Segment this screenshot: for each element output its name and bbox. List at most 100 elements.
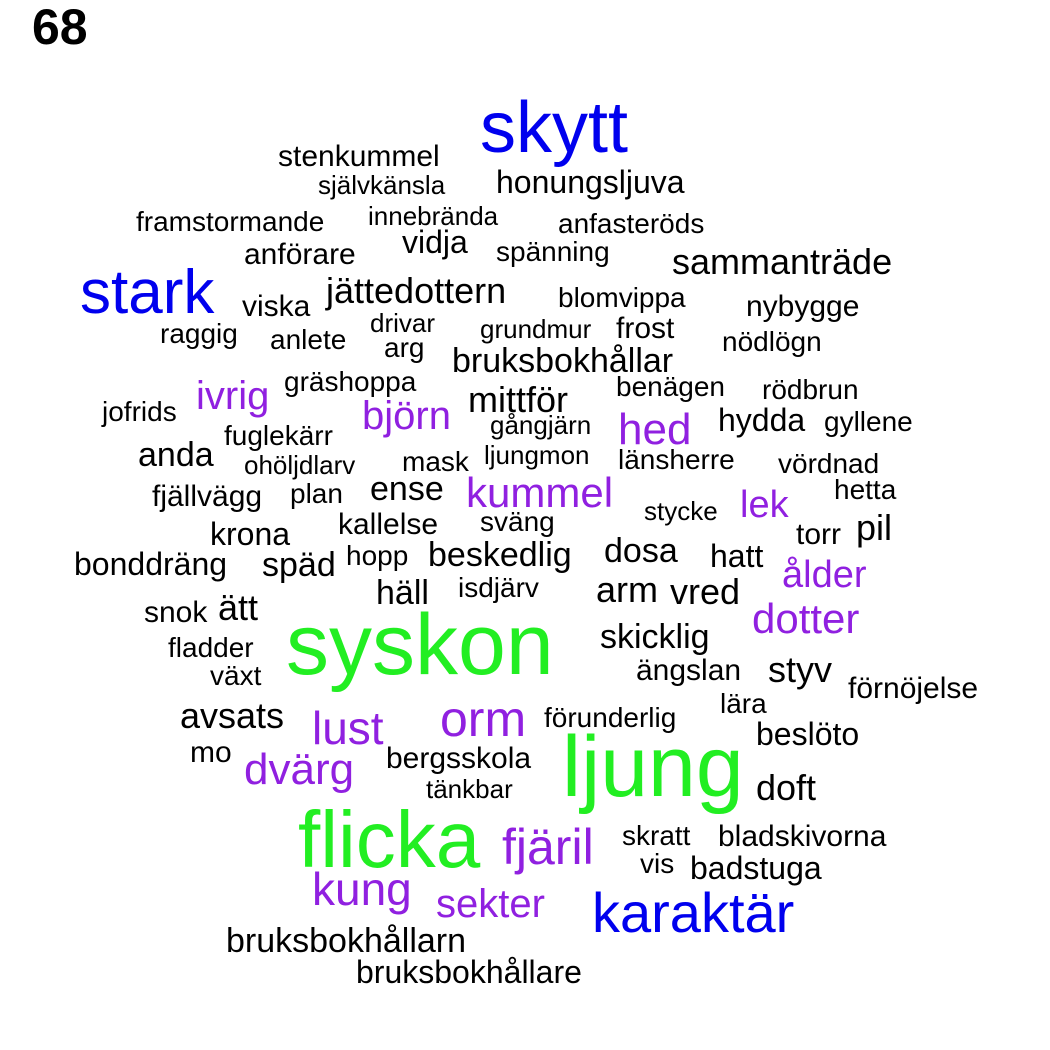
word-91: tänkbar xyxy=(426,774,513,804)
word-23: framstormande xyxy=(136,206,325,237)
word-54: mask xyxy=(402,446,469,477)
word-88: beslöto xyxy=(756,716,860,752)
word-12: sekter xyxy=(436,882,545,926)
word-53: ohöljdlarv xyxy=(244,450,356,480)
word-85: avsats xyxy=(180,695,285,736)
word-16: ivrig xyxy=(196,374,270,418)
word-92: doft xyxy=(756,767,817,808)
word-69: hopp xyxy=(346,540,409,571)
word-68: späd xyxy=(262,546,336,584)
word-29: sammanträde xyxy=(672,241,893,282)
word-26: anförare xyxy=(244,238,356,271)
word-39: arg xyxy=(384,332,425,363)
word-61: stycke xyxy=(644,496,718,526)
word-4: syskon xyxy=(286,597,554,693)
word-86: förunderlig xyxy=(544,702,677,733)
word-98: bruksbokhållare xyxy=(356,954,582,990)
word-43: benägen xyxy=(616,371,726,402)
word-35: drivar xyxy=(370,308,436,338)
word-7: orm xyxy=(440,691,527,747)
word-21: självkänsla xyxy=(318,170,446,200)
word-30: jättedottern xyxy=(326,270,507,311)
word-37: frost xyxy=(616,312,675,345)
word-28: spänning xyxy=(496,236,610,267)
word-58: fjällvägg xyxy=(152,480,263,513)
word-89: mo xyxy=(190,736,232,769)
word-52: ljungmon xyxy=(484,440,590,470)
word-71: dosa xyxy=(604,532,678,570)
word-84: förnöjelse xyxy=(848,672,979,705)
word-2: stark xyxy=(80,258,215,327)
word-60: ense xyxy=(370,470,444,508)
word-78: ätt xyxy=(218,587,259,628)
word-22: honungsljuva xyxy=(496,164,685,200)
word-94: bladskivorna xyxy=(718,820,887,853)
word-96: badstuga xyxy=(690,850,822,886)
word-70: beskedlig xyxy=(428,536,572,574)
word-72: hatt xyxy=(710,538,764,574)
word-17: lek xyxy=(740,484,789,526)
word-14: björn xyxy=(362,394,451,438)
word-73: häll xyxy=(376,574,429,612)
word-93: skratt xyxy=(622,820,691,851)
word-46: jofrids xyxy=(102,396,177,427)
word-3: karaktär xyxy=(592,881,795,944)
word-42: gräshoppa xyxy=(284,366,417,397)
word-33: nybygge xyxy=(746,290,860,323)
word-55: länsherre xyxy=(618,444,735,475)
word-27: vidja xyxy=(402,224,468,260)
word-87: lära xyxy=(720,688,767,719)
word-74: isdjärv xyxy=(458,572,539,603)
word-34: raggig xyxy=(160,318,238,349)
word-50: fuglekärr xyxy=(224,420,333,451)
word-13: kummel xyxy=(466,469,614,516)
word-44: rödbrun xyxy=(762,374,859,405)
word-31: viska xyxy=(242,290,311,323)
word-38: anlete xyxy=(270,324,347,355)
word-20: stenkummel xyxy=(278,140,440,173)
word-9: dvärg xyxy=(244,745,355,794)
word-63: kallelse xyxy=(338,508,439,541)
word-1: skytt xyxy=(480,88,629,168)
word-80: fladder xyxy=(168,632,254,663)
word-40: nödlögn xyxy=(722,326,822,357)
word-79: skicklig xyxy=(600,618,710,656)
word-11: kung xyxy=(312,863,412,915)
word-48: hydda xyxy=(718,402,806,438)
word-59: plan xyxy=(290,478,343,509)
word-57: hetta xyxy=(834,474,897,505)
word-41: bruksbokhållar xyxy=(452,342,674,380)
page-number: 68 xyxy=(32,0,88,55)
word-65: torr xyxy=(796,518,841,551)
word-49: gyllene xyxy=(824,406,913,437)
word-19: dotter xyxy=(752,595,860,642)
word-25: anfasteröds xyxy=(558,208,705,239)
word-77: snok xyxy=(144,596,208,629)
word-56: vördnad xyxy=(778,448,880,479)
word-64: sväng xyxy=(480,506,555,537)
word-66: pil xyxy=(856,507,893,548)
word-83: styv xyxy=(768,649,833,690)
word-45: mittför xyxy=(468,379,569,420)
word-15: hed xyxy=(618,405,692,454)
word-75: arm xyxy=(596,569,658,610)
word-67: bonddräng xyxy=(74,546,228,582)
word-82: ängslan xyxy=(636,654,742,687)
word-10: fjäril xyxy=(502,819,594,875)
word-76: vred xyxy=(670,571,741,612)
word-36: grundmur xyxy=(480,314,592,344)
word-5: ljung xyxy=(562,719,744,815)
word-6: flicka xyxy=(298,795,481,884)
word-95: vis xyxy=(640,848,675,879)
word-18: ålder xyxy=(782,554,867,596)
word-90: bergsskola xyxy=(386,742,532,775)
word-32: blomvippa xyxy=(558,282,686,313)
word-47: gångjärn xyxy=(490,410,592,440)
word-51: anda xyxy=(138,436,214,474)
word-24: innebrända xyxy=(368,201,499,231)
word-8: lust xyxy=(312,702,384,754)
word-97: bruksbokhållarn xyxy=(226,922,467,960)
word-62: krona xyxy=(210,516,291,552)
word-81: växt xyxy=(210,660,262,691)
